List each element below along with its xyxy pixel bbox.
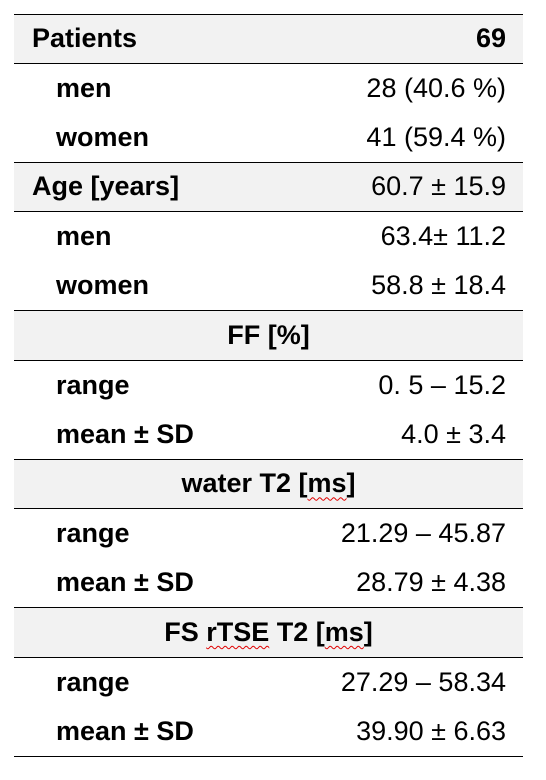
table-row-ff-range: range 0. 5 – 15.2 — [14, 361, 523, 411]
row-value: 41 (59.4 %) — [366, 121, 506, 152]
spellcheck-underlined-word: ms — [307, 468, 347, 499]
row-label: mean ± SD — [56, 567, 194, 598]
table-row-women: women 41 (59.4 %) — [14, 113, 523, 163]
table-row-water-range: range 21.29 – 45.87 — [14, 509, 523, 559]
section-header-water-t2: water T2 [ms] — [14, 459, 523, 509]
title-part: water T2 [ — [181, 468, 308, 499]
title-part: FS — [164, 616, 207, 647]
row-label: range — [56, 666, 130, 697]
title-part: ] — [346, 468, 356, 499]
section-title: FS rTSE T2 [ms] — [14, 617, 523, 648]
row-label: Patients — [32, 23, 138, 54]
table-row-water-mean: mean ± SD 28.79 ± 4.38 — [14, 559, 523, 608]
row-label: range — [56, 369, 130, 400]
table-row-patients: Patients 69 — [14, 14, 523, 64]
section-header-fs-rtse-t2: FS rTSE T2 [ms] — [14, 608, 523, 658]
table-row-age-men: men 63.4± 11.2 — [14, 212, 523, 262]
row-value: 27.29 – 58.34 — [340, 666, 506, 697]
patient-statistics-table: Patients 69 men 28 (40.6 %) women 41 (59… — [14, 14, 523, 757]
row-value: 39.90 ± 6.63 — [356, 715, 506, 746]
row-label: men — [56, 221, 112, 252]
table-row-men: men 28 (40.6 %) — [14, 64, 523, 114]
row-label: range — [56, 518, 130, 549]
table-row-age: Age [years] 60.7 ± 15.9 — [14, 162, 523, 212]
spellcheck-underlined-word: rTSE — [206, 616, 270, 647]
row-label: Age [years] — [32, 171, 180, 202]
row-value: 60.7 ± 15.9 — [371, 171, 506, 202]
row-label: women — [56, 121, 150, 152]
title-part: T2 [ — [269, 616, 325, 647]
row-value: 28 (40.6 %) — [366, 72, 506, 103]
table-row-fs-mean: mean ± SD 39.90 ± 6.63 — [14, 707, 523, 757]
row-label: men — [56, 72, 112, 103]
row-value: 63.4± 11.2 — [380, 221, 506, 252]
row-value: 21.29 – 45.87 — [340, 518, 506, 549]
row-value: 28.79 ± 4.38 — [356, 567, 506, 598]
table-row-age-women: women 58.8 ± 18.4 — [14, 262, 523, 311]
table-row-fs-range: range 27.29 – 58.34 — [14, 658, 523, 708]
table-row-ff-mean: mean ± SD 4.0 ± 3.4 — [14, 410, 523, 460]
title-part: ] — [363, 616, 373, 647]
row-label: mean ± SD — [56, 418, 194, 449]
row-value: 0. 5 – 15.2 — [378, 369, 506, 400]
spellcheck-underlined-word: ms — [324, 616, 364, 647]
section-title: FF [%] — [227, 319, 310, 350]
row-label: women — [56, 270, 150, 301]
section-header-ff: FF [%] — [14, 311, 523, 361]
section-title: water T2 [ms] — [14, 468, 523, 499]
row-value: 58.8 ± 18.4 — [371, 270, 506, 301]
row-value: 69 — [475, 23, 506, 54]
row-value: 4.0 ± 3.4 — [401, 418, 506, 449]
row-label: mean ± SD — [56, 715, 194, 746]
